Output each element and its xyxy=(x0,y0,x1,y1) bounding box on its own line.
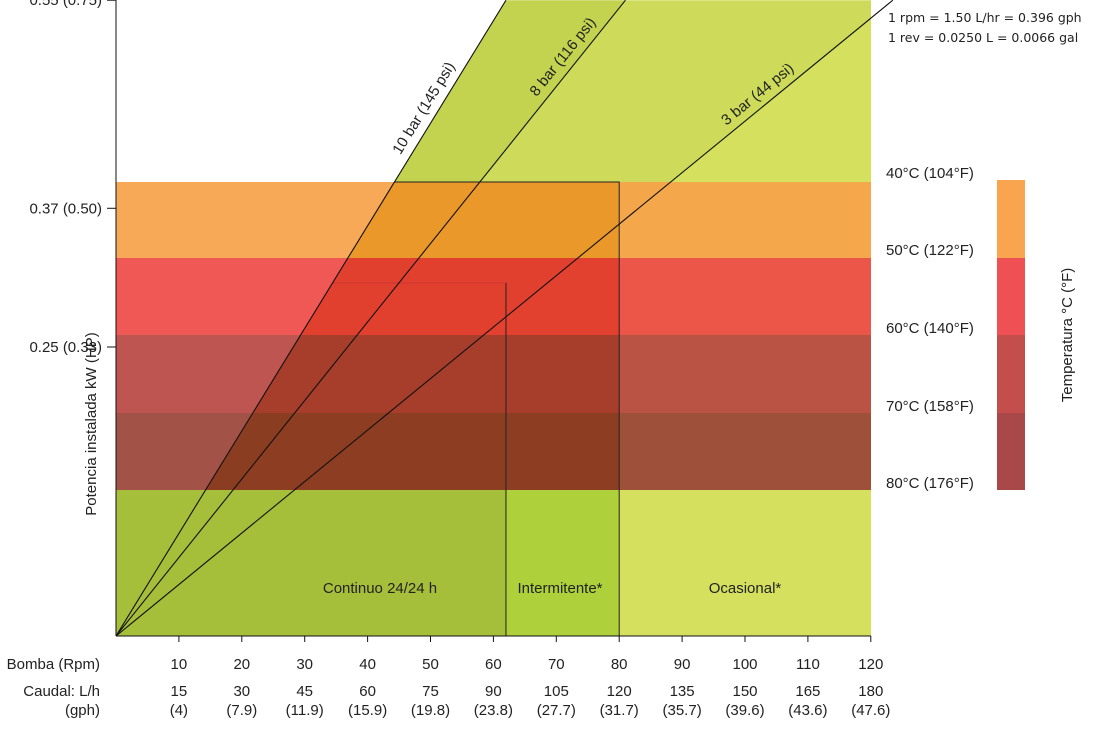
overlay-band-4 xyxy=(205,413,620,490)
ocasional-boundary xyxy=(394,181,620,636)
zone-ocasional-lower xyxy=(619,490,871,636)
x-row-1-value-4: 40 xyxy=(359,656,376,673)
x-row-1-value-7: 70 xyxy=(548,656,565,673)
x-row-label-2: Caudal: L/h xyxy=(23,683,100,700)
x-row-1-value-8: 80 xyxy=(611,656,628,673)
x-row-3-value-12: (47.6) xyxy=(851,702,890,719)
duty-zone-label-1: Continuo 24/24 h xyxy=(323,580,437,597)
y-axis-title: Potencia instalada kW (HP) xyxy=(83,332,100,515)
conversion-note-rpm: 1 rpm = 1.50 L/hr = 0.396 gph xyxy=(888,10,1082,25)
temperature-label-2: 50°C (122°F) xyxy=(886,242,974,259)
conversion-note-rev: 1 rev = 0.0250 L = 0.0066 gal xyxy=(888,30,1079,45)
temperature-swatch-2 xyxy=(997,258,1025,335)
x-row-3-value-5: (19.8) xyxy=(411,702,450,719)
pressure-lines xyxy=(115,0,894,637)
x-row-label-3: (gph) xyxy=(65,702,100,719)
y-tick-label-1: 0.55 (0.75) xyxy=(29,0,102,9)
x-row-1-value-11: 110 xyxy=(796,656,820,673)
x-row-3-value-3: (11.9) xyxy=(286,702,324,719)
x-row-2-value-9: 135 xyxy=(670,683,695,700)
x-row-2-value-2: 30 xyxy=(233,683,250,700)
duty-zone-label-3: Ocasional* xyxy=(709,580,782,597)
x-row-1-value-5: 50 xyxy=(422,656,439,673)
temperature-swatch-1 xyxy=(997,180,1025,258)
x-row-2-value-11: 165 xyxy=(795,683,820,700)
y-tick-label-2: 0.37 (0.50) xyxy=(29,200,102,217)
x-row-1-value-2: 20 xyxy=(233,656,250,673)
axes xyxy=(107,0,872,642)
pressure-line-1 xyxy=(115,0,507,637)
temperature-label-5: 80°C (176°F) xyxy=(886,475,974,492)
x-row-label-1: Bomba (Rpm) xyxy=(7,656,100,673)
x-row-1-value-9: 90 xyxy=(674,656,691,673)
x-row-2-value-5: 75 xyxy=(422,683,439,700)
x-row-2-value-7: 105 xyxy=(544,683,569,700)
pressure-line-3 xyxy=(115,0,894,637)
temperature-swatch-4 xyxy=(997,413,1025,490)
x-row-3-value-10: (39.6) xyxy=(725,702,764,719)
x-row-1-value-6: 60 xyxy=(485,656,502,673)
x-row-2-value-8: 120 xyxy=(607,683,632,700)
x-row-1-value-3: 30 xyxy=(296,656,313,673)
y-tick-label-3: 0.25 (0.33) xyxy=(29,339,102,356)
x-row-3-value-4: (15.9) xyxy=(348,702,387,719)
x-row-2-value-10: 150 xyxy=(732,683,757,700)
temperature-label-1: 40°C (104°F) xyxy=(886,165,974,182)
x-row-3-value-1: (4) xyxy=(170,702,188,719)
x-row-1-value-10: 100 xyxy=(732,656,757,673)
x-row-1-value-12: 120 xyxy=(858,656,883,673)
x-row-2-value-3: 45 xyxy=(296,683,313,700)
overlay-band-2 xyxy=(300,258,620,335)
x-row-3-value-6: (23.8) xyxy=(474,702,513,719)
x-row-3-value-8: (31.7) xyxy=(600,702,639,719)
temperature-axis-title: Temperatura °C (°F) xyxy=(1059,268,1076,403)
x-row-1-value-1: 10 xyxy=(171,656,188,673)
x-row-3-value-7: (27.7) xyxy=(537,702,576,719)
temperature-label-4: 70°C (158°F) xyxy=(886,398,974,415)
x-row-2-value-1: 15 xyxy=(171,683,188,700)
zone-intermitente xyxy=(505,490,620,636)
x-row-3-value-2: (7.9) xyxy=(226,702,257,719)
x-row-3-value-9: (35.7) xyxy=(663,702,702,719)
x-row-3-value-11: (43.6) xyxy=(788,702,827,719)
pressure-line-2 xyxy=(115,0,626,637)
temperature-swatch-3 xyxy=(997,335,1025,413)
duty-zone-label-2: Intermitente* xyxy=(517,580,602,597)
temperature-label-3: 60°C (140°F) xyxy=(886,320,974,337)
x-row-2-value-12: 180 xyxy=(858,683,883,700)
x-row-2-value-4: 60 xyxy=(359,683,376,700)
x-row-2-value-6: 90 xyxy=(485,683,502,700)
overlay-band-1 xyxy=(347,182,620,258)
